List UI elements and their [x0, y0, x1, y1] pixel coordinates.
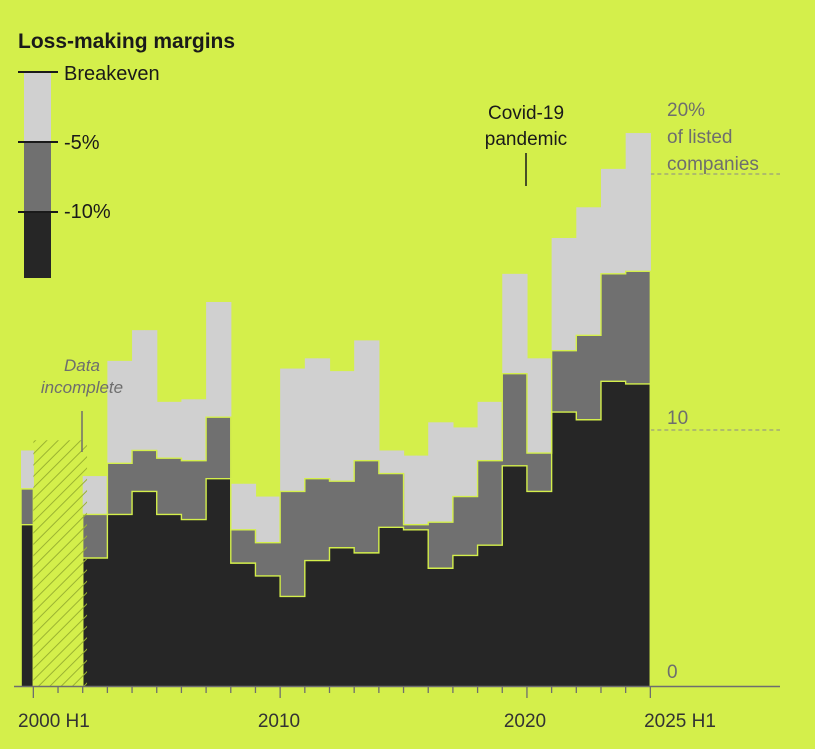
legend-label-minus5: -5%	[64, 132, 100, 154]
bar-minus10-2010-H2	[280, 596, 294, 686]
bar-minus10-2021-H2	[551, 412, 565, 686]
bar-minus10-2004-H1	[119, 514, 133, 686]
bar-minus10-2006-H1	[169, 514, 183, 686]
bar-minus10-2003-H2	[107, 514, 121, 686]
bar-minus10-2020-H2	[526, 491, 540, 686]
bar-minus10-2008-H1	[218, 478, 232, 686]
bar-minus10-2021-H1	[539, 491, 553, 686]
bar-minus10-2020-H1	[514, 465, 528, 686]
bar-minus10-2023-H1	[588, 419, 602, 686]
legend-label-breakeven: Breakeven	[64, 63, 160, 85]
y-axis-labels: 20% of listed companies 10 0	[667, 100, 759, 683]
bar-minus10-2012-H2	[329, 547, 343, 686]
bar-minus10-2018-H2	[477, 545, 491, 686]
legend-swatch-breakeven	[24, 72, 51, 142]
bar-minus10-2024-H1	[613, 381, 627, 686]
y-tick-sublabel-2: companies	[667, 154, 759, 175]
annotation-data-incomplete-line2: incomplete	[41, 378, 123, 397]
y-tick-sublabel-1: of listed	[667, 127, 732, 148]
annotation-data-incomplete-line1: Data	[64, 356, 100, 375]
bar-minus10-2010-H1	[267, 575, 281, 686]
bar-minus10-2022-H1	[563, 412, 577, 686]
bar-minus10-2025-H1	[638, 383, 651, 686]
bar-minus10-2007-H2	[206, 478, 220, 686]
x-tick-label-2025: 2025 H1	[644, 711, 716, 732]
x-axis	[14, 685, 780, 698]
bar-minus10-2022-H2	[576, 419, 590, 686]
bar-minus10-2007-H1	[193, 519, 207, 686]
bar-minus10-2014-H2	[378, 527, 392, 686]
legend: Breakeven -5% -10%	[18, 63, 160, 278]
x-tick-label-2020: 2020	[504, 711, 546, 732]
bar-minus10-2008-H2	[230, 563, 244, 686]
bar-minus10-2019-H2	[502, 465, 516, 686]
bar-minus10-2013-H2	[354, 552, 368, 686]
bar-minus10-2009-H1	[243, 563, 257, 686]
bar-minus10-2016-H1	[415, 529, 429, 686]
bar-minus10-2009-H2	[255, 575, 269, 686]
bar-minus10-2017-H1	[440, 568, 454, 686]
bars-layer	[21, 133, 651, 687]
bar-minus10-2014-H1	[366, 552, 380, 686]
bar-minus10-2003-H1	[95, 558, 108, 686]
x-tick-label-2000: 2000 H1	[18, 711, 90, 732]
bar-minus10-2013-H1	[341, 547, 355, 686]
bar-minus10-2005-H2	[156, 514, 170, 686]
bar-minus10-2004-H2	[132, 491, 145, 686]
legend-label-minus10: -10%	[64, 201, 111, 223]
x-axis-labels: 2000 H1 2010 2020 2025 H1	[18, 711, 716, 732]
bar-minus10-2017-H2	[452, 555, 466, 686]
bar-minus10-2006-H2	[181, 519, 195, 686]
bar-minus10-2019-H1	[489, 545, 503, 686]
bar-minus10-2012-H1	[317, 560, 331, 686]
annotation-covid-line1: Covid-19	[488, 103, 564, 124]
bar-minus10-2015-H1	[391, 527, 405, 686]
legend-swatch-minus5	[24, 142, 51, 212]
annotation-data-incomplete: Data incomplete	[41, 356, 123, 452]
bar-minus10-2000-H1	[21, 524, 34, 686]
chart-title: Loss-making margins	[18, 30, 235, 53]
y-tick-label-10: 10	[667, 408, 688, 429]
bar-minus10-2024-H2	[625, 383, 639, 686]
annotation-covid: Covid-19 pandemic	[485, 103, 567, 186]
bar-minus10-2005-H1	[144, 491, 158, 686]
bar-minus10-2015-H2	[403, 529, 417, 686]
x-tick-label-2010: 2010	[258, 711, 300, 732]
bar-minus10-2016-H2	[428, 568, 442, 686]
data-incomplete-hatch	[33, 440, 88, 686]
y-tick-label-20: 20%	[667, 100, 705, 121]
y-tick-label-0: 0	[667, 662, 678, 683]
annotation-covid-line2: pandemic	[485, 129, 567, 150]
bar-minus10-2011-H2	[304, 560, 318, 686]
bar-minus10-2011-H1	[292, 596, 306, 686]
bar-minus10-2023-H2	[600, 381, 614, 686]
bar-minus10-2018-H1	[465, 555, 479, 686]
legend-swatch-minus10	[24, 212, 51, 278]
gridlines	[650, 173, 780, 431]
